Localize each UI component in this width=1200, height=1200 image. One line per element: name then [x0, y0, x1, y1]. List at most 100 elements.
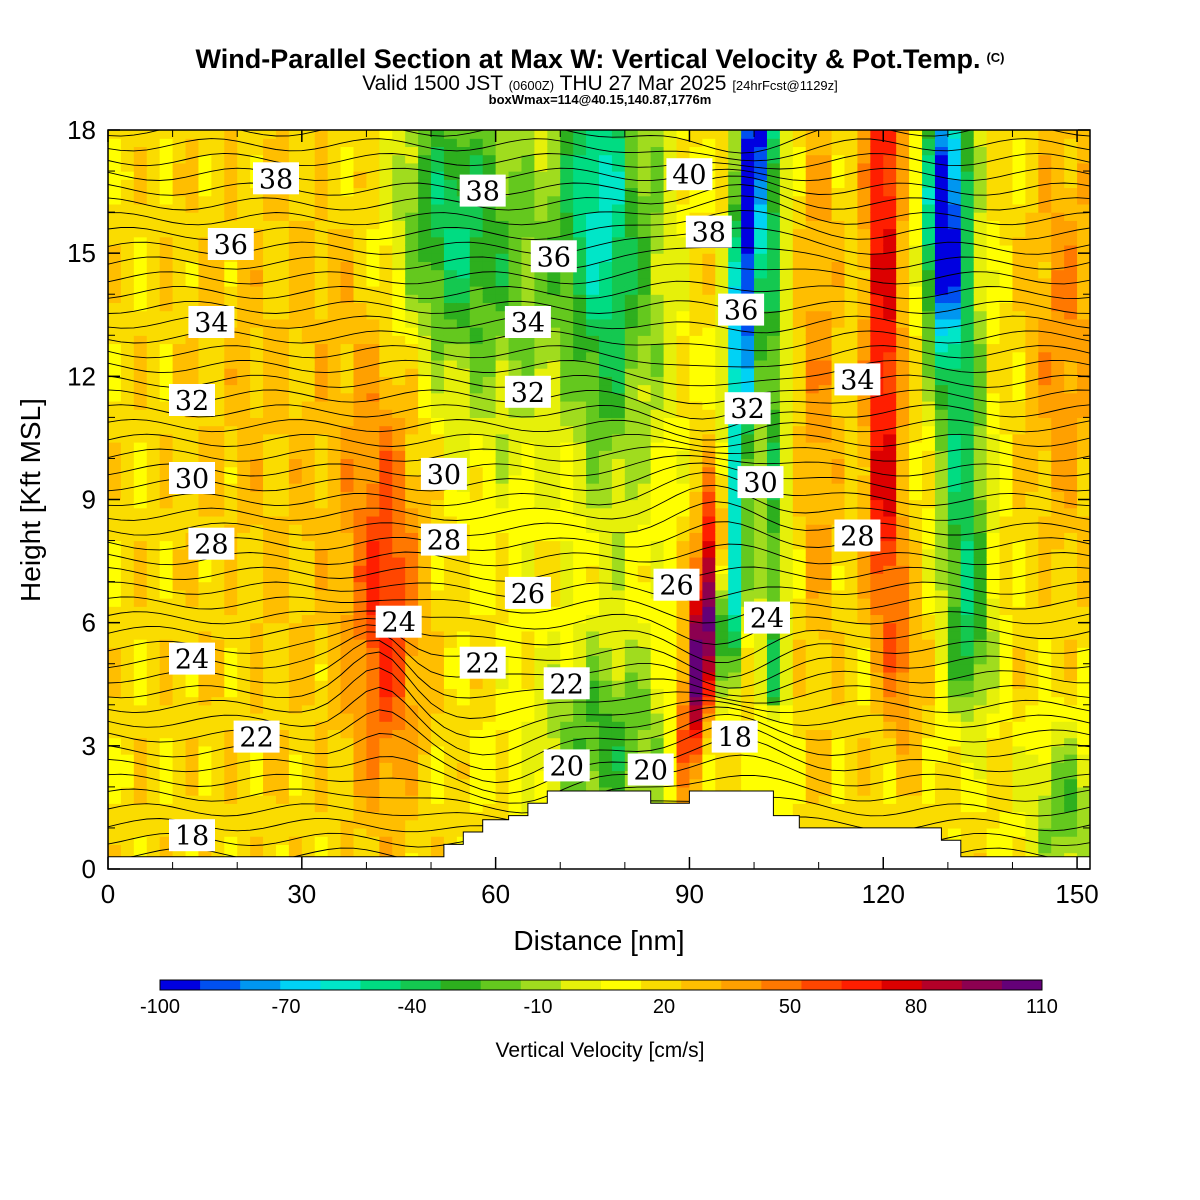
velocity-cell — [728, 754, 742, 763]
velocity-cell — [741, 524, 755, 533]
velocity-cell — [353, 745, 368, 755]
velocity-cell — [508, 359, 523, 369]
velocity-cell — [754, 745, 768, 755]
velocity-cell — [405, 425, 419, 435]
velocity-cell — [198, 778, 212, 788]
velocity-cell — [392, 721, 406, 731]
velocity-cell — [224, 491, 238, 501]
velocity-cell — [340, 228, 355, 238]
velocity-cell — [495, 614, 510, 624]
velocity-cell — [314, 466, 329, 476]
velocity-cell — [573, 712, 587, 722]
velocity-cell — [586, 614, 600, 624]
velocity-cell — [133, 655, 148, 665]
velocity-cell — [108, 261, 122, 271]
velocity-cell — [379, 212, 393, 221]
velocity-cell — [379, 286, 393, 295]
velocity-cell — [237, 770, 251, 780]
velocity-cell — [534, 187, 548, 197]
velocity-cell — [560, 376, 574, 386]
velocity-cell — [392, 688, 406, 698]
velocity-cell — [288, 343, 303, 353]
velocity-cell — [120, 236, 135, 246]
velocity-cell — [443, 327, 458, 336]
velocity-cell — [108, 762, 122, 772]
velocity-cell — [250, 499, 264, 509]
velocity-cell — [779, 212, 794, 221]
velocity-cell — [573, 368, 587, 377]
velocity-cell — [702, 203, 716, 213]
velocity-cell — [366, 540, 380, 550]
velocity-cell — [146, 565, 161, 574]
velocity-cell — [792, 335, 807, 345]
velocity-cell — [392, 581, 406, 591]
velocity-cell — [482, 778, 497, 788]
velocity-cell — [741, 384, 755, 394]
velocity-cell — [340, 770, 355, 780]
velocity-cell — [586, 351, 600, 361]
velocity-cell — [327, 540, 342, 550]
velocity-cell — [805, 474, 820, 484]
velocity-cell — [624, 524, 639, 533]
velocity-cell — [805, 491, 820, 501]
velocity-cell — [586, 400, 600, 410]
velocity-cell — [547, 565, 561, 574]
velocity-cell — [120, 318, 135, 328]
velocity-cell — [547, 203, 561, 213]
velocity-cell — [327, 614, 342, 624]
velocity-cell — [327, 327, 342, 336]
velocity-cell — [469, 294, 484, 304]
velocity-cell — [624, 433, 639, 443]
velocity-cell — [650, 269, 665, 279]
velocity-cell — [146, 573, 161, 583]
velocity-cell — [108, 286, 122, 295]
velocity-cell — [275, 302, 290, 312]
velocity-cell — [146, 425, 161, 435]
velocity-cell — [637, 589, 652, 599]
velocity-cell — [366, 515, 380, 525]
velocity-cell — [702, 187, 716, 197]
velocity-cell — [327, 187, 342, 197]
velocity-cell — [405, 836, 419, 845]
velocity-cell — [586, 220, 600, 230]
velocity-cell — [353, 639, 368, 648]
velocity-cell — [340, 376, 355, 386]
velocity-cell — [301, 392, 316, 402]
velocity-cell — [314, 351, 329, 361]
velocity-cell — [314, 228, 329, 238]
velocity-cell — [275, 565, 290, 574]
velocity-cell — [366, 179, 380, 189]
velocity-cell — [237, 458, 251, 468]
velocity-cell — [599, 327, 613, 336]
velocity-cell — [353, 162, 368, 172]
velocity-cell — [443, 318, 458, 328]
velocity-cell — [263, 565, 277, 574]
velocity-cell — [237, 762, 251, 772]
velocity-cell — [534, 212, 548, 221]
velocity-cell — [366, 671, 380, 681]
velocity-cell — [275, 220, 290, 230]
velocity-cell — [392, 327, 406, 336]
velocity-cell — [728, 540, 742, 550]
velocity-cell — [108, 647, 122, 657]
velocity-cell — [805, 458, 820, 468]
velocity-cell — [198, 721, 212, 731]
velocity-cell — [263, 622, 277, 632]
velocity-cell — [741, 442, 755, 451]
velocity-cell — [366, 762, 380, 772]
velocity-cell — [392, 261, 406, 271]
velocity-cell — [663, 318, 678, 328]
velocity-cell — [805, 606, 820, 616]
velocity-cell — [288, 409, 303, 418]
velocity-cell — [340, 466, 355, 476]
velocity-cell — [353, 630, 368, 640]
velocity-cell — [637, 483, 652, 492]
velocity-cell — [508, 524, 523, 533]
velocity-cell — [159, 565, 174, 574]
velocity-cell — [560, 598, 574, 607]
velocity-cell — [676, 474, 691, 484]
velocity-cell — [379, 228, 393, 238]
velocity-cell — [599, 335, 613, 345]
velocity-cell — [327, 499, 342, 509]
velocity-cell — [108, 318, 122, 328]
